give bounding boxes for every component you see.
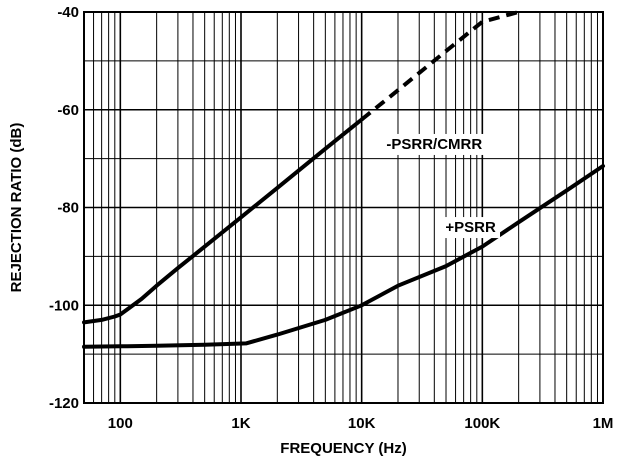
x-tick-label: 100 (108, 415, 133, 432)
y-tick-label: -120 (49, 395, 79, 412)
y-tick-label: -60 (57, 102, 79, 119)
y-tick-label: -40 (57, 4, 79, 21)
annotation-label: +PSRR (445, 219, 496, 236)
y-tick-label: -100 (49, 297, 79, 314)
x-tick-label: 1K (231, 415, 250, 432)
series-group (82, 10, 605, 349)
annotation-background (382, 133, 487, 155)
y-tick-labels: -40 -60 -80 -100 -120 (49, 4, 79, 412)
x-axis-label: FREQUENCY (Hz) (280, 440, 406, 457)
y-axis-label: REJECTION RATIO (dB) (8, 123, 25, 293)
y-tick-label: -80 (57, 200, 79, 217)
x-tick-label: 1M (593, 415, 614, 432)
annotations-group: -PSRR/CMRR +PSRR (382, 133, 501, 239)
plot-frame (83, 11, 604, 404)
x-tick-label: 10K (348, 415, 376, 432)
x-tick-labels: 100 1K 10K 100K 1M (108, 415, 614, 432)
series-line-minus-psrr-cmrr-dashed (360, 10, 520, 122)
series-line-plus-psrr (82, 164, 605, 349)
annotation-background (441, 217, 501, 239)
series-line-minus-psrr-cmrr (82, 117, 364, 325)
annotation-label: -PSRR/CMRR (386, 136, 482, 153)
x-tick-label: 100K (464, 415, 500, 432)
